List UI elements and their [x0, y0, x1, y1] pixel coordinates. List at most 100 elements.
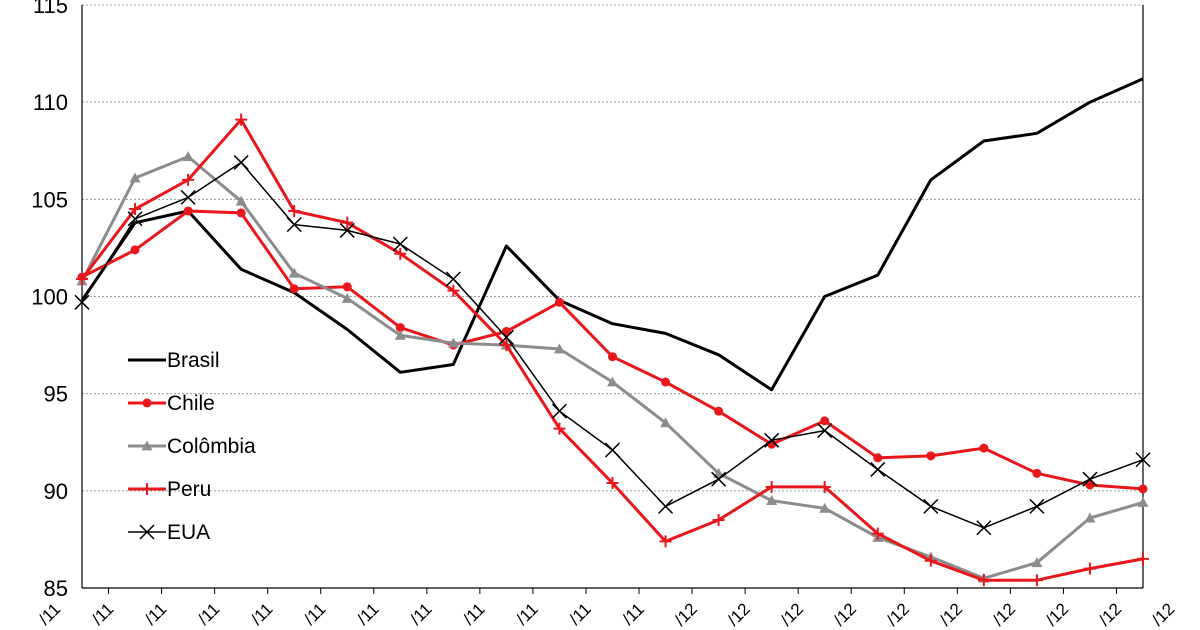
data-point-peru — [924, 554, 937, 567]
data-point-chile — [395, 323, 405, 333]
data-point-eua — [392, 236, 408, 252]
data-point-chile — [873, 453, 883, 463]
legend-marker-peru — [141, 483, 153, 495]
x-tick-label: /12 — [1042, 599, 1072, 629]
legend-item-brasil: Brasil — [128, 349, 220, 372]
data-point-peru — [765, 480, 778, 493]
data-point-peru — [1083, 562, 1096, 575]
data-point-eua — [1029, 498, 1045, 514]
data-point-colombia — [1031, 557, 1043, 568]
data-point-peru — [500, 339, 513, 352]
data-point-chile — [979, 443, 989, 453]
x-tick-label: /11 — [35, 599, 64, 628]
data-point-peru — [341, 216, 354, 229]
data-point-peru — [394, 247, 407, 260]
data-point-chile — [289, 284, 299, 294]
data-point-eua — [339, 222, 355, 238]
legend-marker-eua — [139, 524, 155, 540]
data-point-chile — [608, 352, 617, 362]
data-point-chile — [926, 451, 936, 461]
data-point-chile — [1085, 480, 1095, 490]
data-point-colombia — [1137, 496, 1149, 507]
data-point-chile — [130, 245, 140, 255]
data-point-chile — [661, 377, 671, 387]
x-tick-label: /12 — [777, 599, 807, 629]
data-point-eua — [870, 461, 886, 477]
y-tick-label: 100 — [31, 285, 68, 310]
legend-item-peru: Peru — [128, 478, 211, 501]
legend-marker-chile — [142, 398, 152, 408]
x-tick-label: /11 — [247, 599, 276, 628]
legend-label-peru: Peru — [167, 478, 211, 501]
data-point-eua — [604, 442, 621, 458]
data-point-colombia — [288, 267, 300, 278]
series-colombia — [76, 151, 1149, 583]
series-line-brasil — [80, 77, 1144, 392]
data-point-eua — [817, 423, 833, 439]
data-point-eua — [498, 329, 514, 345]
series-chile — [77, 206, 1148, 494]
data-point-peru — [1137, 552, 1149, 565]
data-point-chile — [183, 206, 193, 216]
gridlines — [82, 4, 1143, 492]
data-point-chile — [714, 406, 724, 416]
x-tick-label: /12 — [724, 599, 754, 629]
y-tick-label: 95 — [44, 382, 68, 407]
data-point-colombia — [341, 292, 353, 303]
data-point-peru — [553, 422, 566, 435]
data-point-eua — [976, 520, 992, 536]
x-tick-label: /11 — [300, 599, 329, 628]
data-point-peru — [818, 480, 831, 493]
data-point-peru — [182, 173, 195, 186]
series-line-colombia — [80, 155, 1144, 580]
data-point-eua — [180, 189, 196, 205]
data-point-peru — [871, 527, 884, 540]
data-point-chile — [1138, 484, 1148, 494]
data-point-colombia — [1084, 512, 1096, 523]
series-brasil — [80, 77, 1144, 392]
data-point-eua — [711, 471, 727, 487]
data-point-eua — [551, 403, 567, 419]
legend-item-chile: Chile — [128, 392, 215, 415]
data-point-eua — [1082, 471, 1098, 487]
axes — [81, 5, 1144, 594]
data-point-eua — [1135, 452, 1151, 468]
data-point-chile — [1032, 468, 1042, 478]
x-tick-label: /11 — [88, 599, 117, 628]
x-tick-label: /11 — [566, 599, 595, 628]
legend: Brasil Chile Colômbia Peru EUA — [128, 349, 256, 544]
y-tick-labels: 85 90 95 100 105 110 115 — [31, 0, 68, 601]
data-point-peru — [288, 204, 301, 217]
legend-label-eua: EUA — [167, 521, 210, 544]
x-tick-label: /12 — [883, 599, 913, 629]
data-point-chile — [342, 282, 352, 292]
x-tick-label: /11 — [459, 599, 488, 628]
series-peru — [76, 113, 1149, 587]
y-tick-label: 115 — [33, 0, 68, 18]
data-point-peru — [659, 535, 672, 548]
data-point-chile — [820, 416, 830, 426]
series-lines — [74, 77, 1151, 587]
x-tick-label: /12 — [989, 599, 1019, 629]
data-point-colombia — [129, 172, 141, 183]
x-tick-label: /11 — [512, 599, 541, 628]
data-point-peru — [606, 477, 619, 490]
data-point-eua — [445, 271, 461, 287]
data-point-colombia — [819, 502, 831, 513]
y-tick-label: 110 — [33, 90, 68, 115]
x-tick-label: /11 — [619, 599, 648, 628]
data-point-eua — [127, 211, 143, 227]
y-tick-label: 90 — [44, 479, 68, 504]
x-tick-label: /11 — [141, 599, 170, 628]
data-point-peru — [235, 113, 248, 126]
data-point-eua — [286, 217, 302, 233]
legend-item-colombia: Colômbia — [128, 435, 256, 458]
x-tick-label: /12 — [936, 599, 966, 629]
y-tick-label: 105 — [31, 187, 68, 212]
legend-marker-colombia — [141, 440, 153, 451]
data-point-chile — [554, 297, 564, 307]
legend-label-colombia: Colômbia — [167, 435, 256, 458]
data-point-chile — [236, 208, 246, 218]
data-point-peru — [712, 513, 725, 526]
